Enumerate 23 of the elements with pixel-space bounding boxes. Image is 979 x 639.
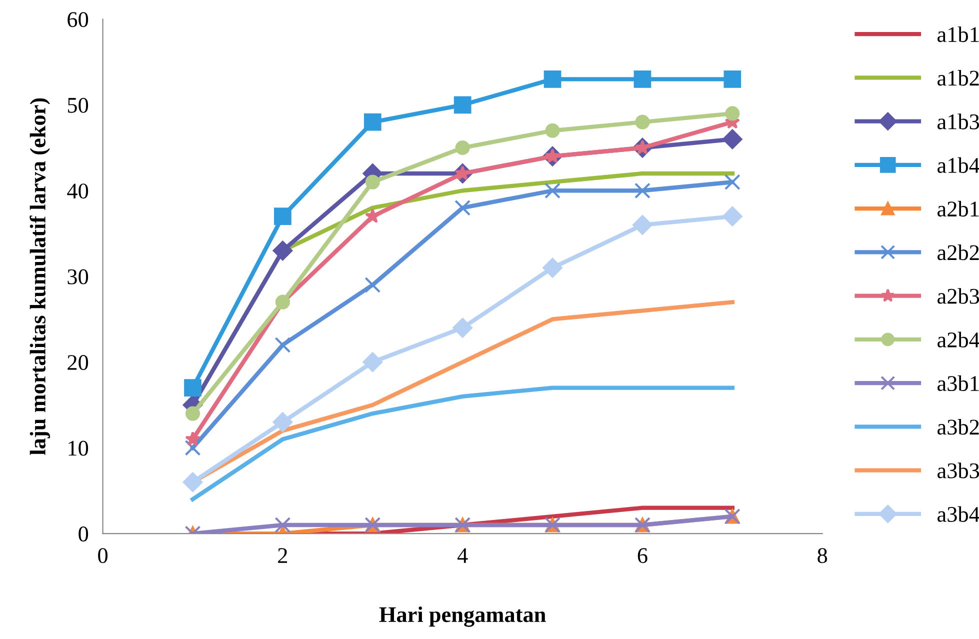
legend-label: a1b1 <box>938 26 979 42</box>
y-axis-title: laju mortalitas kumulatif larva (ekor) <box>30 98 50 455</box>
x-tick-label: 8 <box>818 548 828 564</box>
y-tick-label: 60 <box>68 12 88 28</box>
legend-label: a2b1 <box>938 200 979 217</box>
legend-label: a3b3 <box>938 462 979 478</box>
y-tick-label: 30 <box>68 269 88 284</box>
legend-label: a3b2 <box>938 419 979 435</box>
y-tick-label: 50 <box>68 98 88 113</box>
x-tick-label: 6 <box>638 548 648 564</box>
y-tick-label: 40 <box>67 184 88 199</box>
y-tick-label: 10 <box>68 440 88 456</box>
legend-label: a2b3 <box>938 288 979 304</box>
x-axis-title: Hari pengamatan <box>379 606 546 627</box>
x-tick-label: 0 <box>98 548 108 564</box>
y-tick-label: 20 <box>68 355 88 370</box>
legend-label: a1b2 <box>938 70 979 86</box>
x-tick-label: 2 <box>278 548 288 563</box>
legend-label: a2b2 <box>938 244 979 260</box>
x-tick-label: 4 <box>457 548 468 563</box>
y-tick-label: 0 <box>78 526 88 542</box>
legend-label: a3b1 <box>938 375 979 392</box>
legend-label: a1b3 <box>938 114 979 130</box>
